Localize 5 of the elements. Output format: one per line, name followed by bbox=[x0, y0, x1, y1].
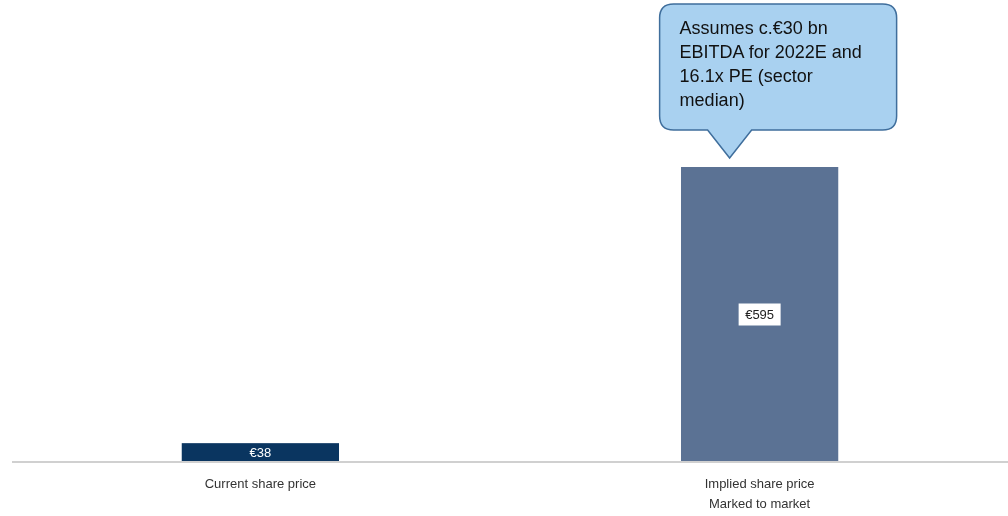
x-tick-label: Implied share price Marked to market bbox=[704, 476, 815, 511]
text: Assumes c.€30 bn EBITDA for 2022E and 16.1x PE (sector median) bbox=[679, 18, 862, 110]
data-label: €38 bbox=[249, 445, 272, 461]
x-tick-label: Current share price bbox=[204, 476, 317, 491]
data-label: €595 bbox=[745, 307, 775, 323]
